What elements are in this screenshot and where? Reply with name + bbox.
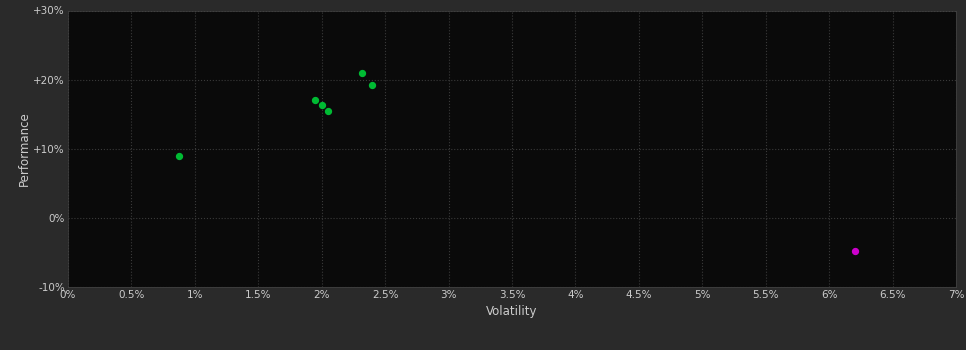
Point [172, 153, 187, 159]
Point [314, 103, 329, 108]
Point [355, 70, 370, 76]
X-axis label: Volatility: Volatility [486, 305, 538, 318]
Y-axis label: Performance: Performance [17, 111, 31, 186]
Point [847, 248, 863, 254]
Point [320, 108, 335, 113]
Point [307, 98, 323, 103]
Point [364, 82, 380, 88]
